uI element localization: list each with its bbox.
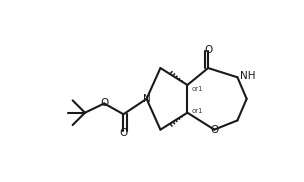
Text: O: O [204, 45, 212, 55]
Text: or1: or1 [191, 108, 203, 114]
Text: O: O [119, 128, 128, 138]
Text: N: N [143, 94, 150, 104]
Text: O: O [100, 98, 108, 108]
Text: or1: or1 [191, 86, 203, 92]
Text: O: O [210, 125, 219, 135]
Text: NH: NH [240, 71, 255, 81]
